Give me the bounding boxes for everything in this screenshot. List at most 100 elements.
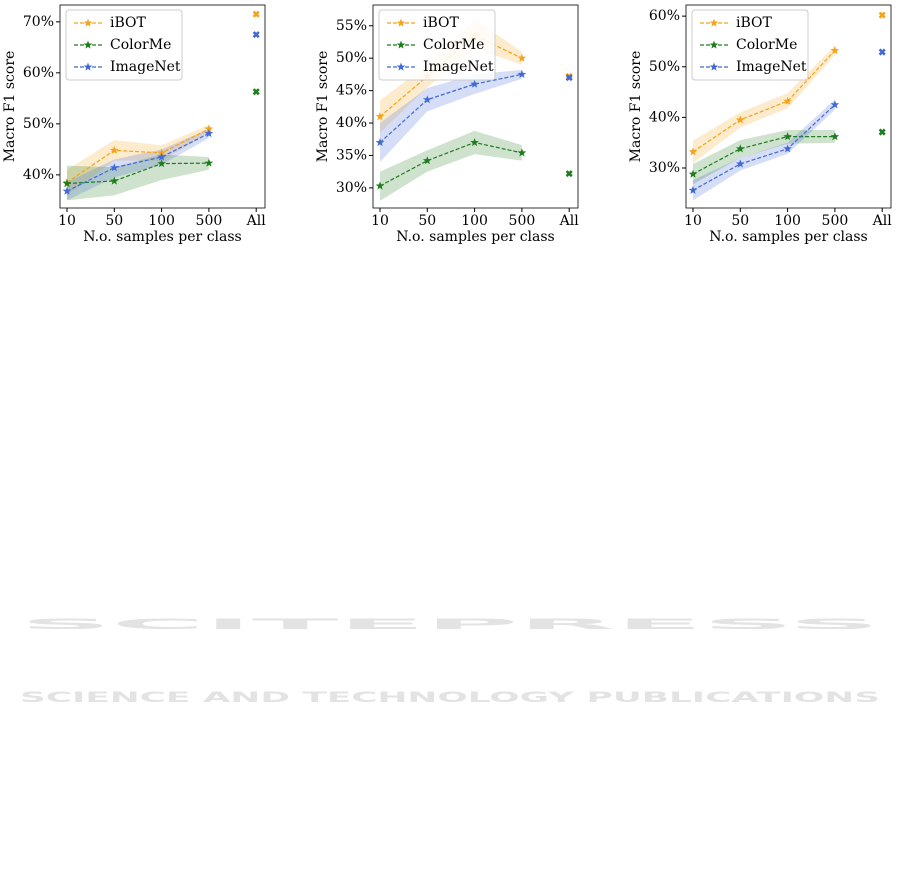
x-tick-label: 500 <box>509 213 536 229</box>
y-axis-title: Macro F1 score <box>2 51 18 163</box>
all-marker <box>878 11 886 19</box>
y-tick-label: 70% <box>23 14 54 30</box>
series-line <box>66 128 210 183</box>
legend-label: ImageNet <box>736 59 807 75</box>
x-tick-label: 50 <box>731 213 749 229</box>
x-tick-label: All <box>872 213 893 229</box>
point-marker <box>423 156 432 165</box>
point-marker <box>688 147 698 156</box>
x-tick-label: 50 <box>418 213 436 229</box>
point-marker <box>830 100 840 109</box>
point-marker <box>375 138 385 147</box>
confidence-band <box>380 130 522 201</box>
point-marker <box>423 95 432 104</box>
legend-label: iBOT <box>423 15 460 31</box>
plot-frame <box>685 4 892 209</box>
point-marker <box>62 186 72 195</box>
x-axis-title: N.o. samples per class <box>83 229 241 245</box>
point-marker <box>375 181 385 190</box>
legend-marker <box>396 40 406 49</box>
legend-marker <box>396 62 406 71</box>
series-line <box>692 104 836 191</box>
x-tick-label: 10 <box>58 213 76 229</box>
point-marker <box>736 159 745 168</box>
y-tick-label: 30% <box>649 160 680 176</box>
point-marker <box>517 69 527 78</box>
x-tick-label: 10 <box>684 213 702 229</box>
watermark-subtitle: SCIENCE AND TECHNOLOGY PUBLICATIONS <box>20 690 880 706</box>
plot-frame <box>372 4 579 209</box>
point-marker <box>157 152 166 161</box>
watermark-title: SCITEPRESS <box>20 617 880 633</box>
point-marker <box>110 163 119 172</box>
all-marker <box>878 48 886 56</box>
legend-label: ColorMe <box>110 37 171 53</box>
chart: 30% 35% 40% 45% 50% 55% 10 50 100 500 All N.o. samp… <box>315 4 580 245</box>
all-marker <box>252 88 260 96</box>
point-marker <box>830 132 840 141</box>
y-tick-label: 50% <box>649 59 680 75</box>
point-marker <box>110 176 119 185</box>
y-tick-label: 60% <box>649 8 680 24</box>
x-tick-label: 100 <box>774 213 801 229</box>
all-marker <box>565 170 573 178</box>
all-marker <box>878 128 886 136</box>
point-marker <box>783 96 792 105</box>
point-marker <box>470 79 479 88</box>
y-tick-label: 50% <box>23 116 54 132</box>
legend-marker <box>709 40 719 49</box>
legend-box <box>65 9 183 81</box>
legend-marker <box>709 18 719 27</box>
confidence-band <box>380 69 522 162</box>
confidence-band <box>67 154 209 201</box>
legend-marker <box>396 18 406 27</box>
legend-marker <box>83 18 93 27</box>
point-marker <box>736 144 745 153</box>
y-tick-label: 50% <box>336 50 367 66</box>
legend-marker <box>83 40 93 49</box>
y-tick-label: 55% <box>336 18 367 34</box>
legend-label: ImageNet <box>110 59 181 75</box>
point-marker <box>157 159 166 168</box>
x-tick-label: 500 <box>196 213 223 229</box>
legend-label: iBOT <box>736 15 773 31</box>
point-marker <box>830 46 840 55</box>
legend-marker <box>709 62 719 71</box>
all-marker <box>252 10 260 18</box>
series-line <box>66 162 209 185</box>
legend-box <box>691 9 809 81</box>
point-marker <box>204 124 214 133</box>
point-marker <box>688 169 698 178</box>
x-tick-label: 100 <box>461 213 488 229</box>
all-marker <box>565 74 573 82</box>
point-marker <box>517 53 527 62</box>
legend-marker <box>83 62 93 71</box>
legend-label: ColorMe <box>736 37 797 53</box>
y-axis-title: Macro F1 score <box>315 51 331 163</box>
x-axis-title: N.o. samples per class <box>396 229 554 245</box>
y-tick-label: 35% <box>336 147 367 163</box>
point-marker <box>204 129 214 138</box>
x-tick-label: 500 <box>822 213 849 229</box>
point-marker <box>783 132 792 141</box>
point-marker <box>688 185 698 194</box>
legend-label: iBOT <box>110 15 147 31</box>
plot-frame <box>59 4 266 209</box>
y-tick-label: 45% <box>336 83 367 99</box>
y-tick-label: 40% <box>336 115 367 131</box>
confidence-band <box>693 99 835 201</box>
y-axis-title: Macro F1 score <box>628 51 644 163</box>
y-tick-label: 60% <box>23 65 54 81</box>
confidence-band <box>693 130 835 185</box>
x-tick-label: 100 <box>148 213 175 229</box>
y-tick-label: 40% <box>649 109 680 125</box>
point-marker <box>204 158 214 167</box>
legend-label: ColorMe <box>423 37 484 53</box>
x-tick-label: All <box>246 213 267 229</box>
point-marker <box>517 148 527 157</box>
all-marker <box>252 31 260 39</box>
point-marker <box>783 144 792 153</box>
x-axis-title: N.o. samples per class <box>709 229 867 245</box>
x-tick-label: All <box>559 213 580 229</box>
